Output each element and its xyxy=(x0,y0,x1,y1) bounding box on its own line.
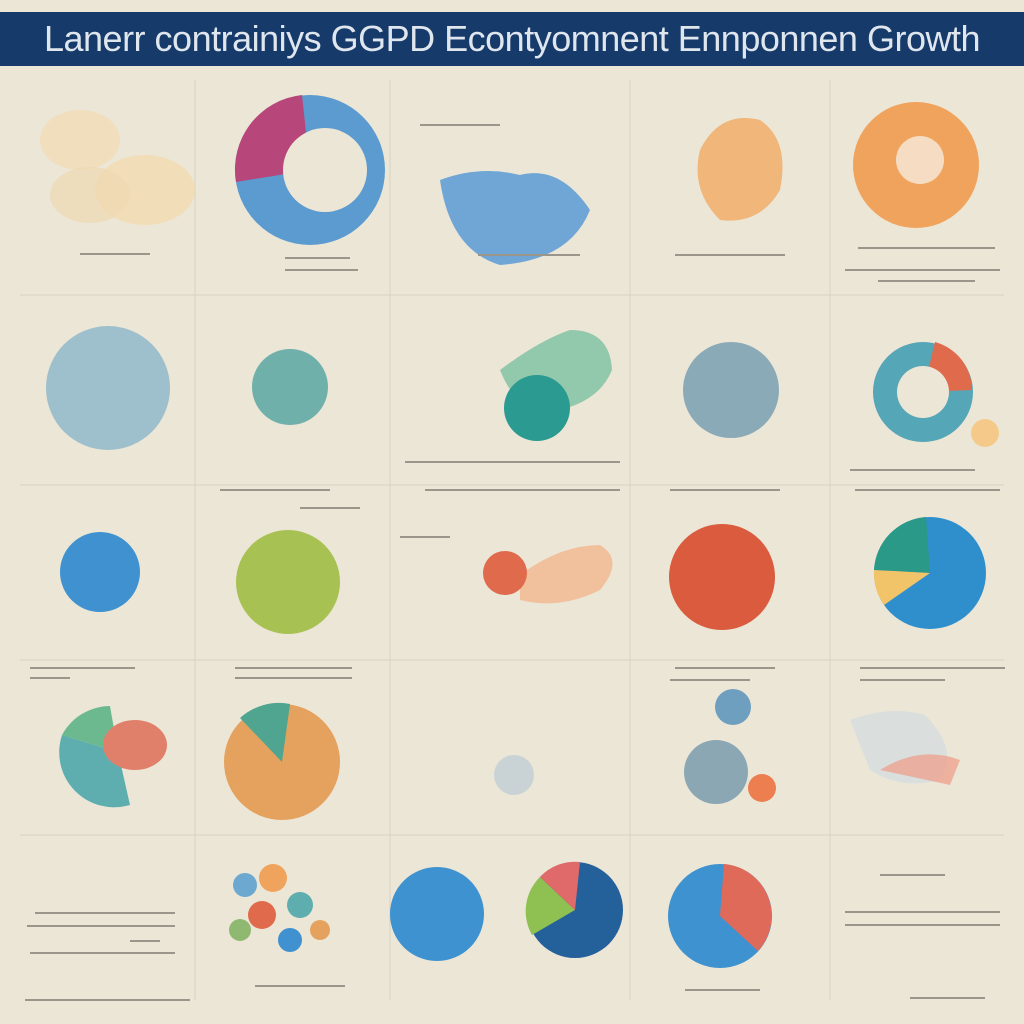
row-2 xyxy=(46,326,999,450)
row-1 xyxy=(40,95,979,265)
title-bar: Lanerr contrainiys GGPD Econtyomnent Enn… xyxy=(0,12,1024,66)
illegible-text xyxy=(25,124,1005,1001)
title: Lanerr contrainiys GGPD Econtyomnent Enn… xyxy=(43,18,981,59)
row-3 xyxy=(60,517,986,634)
row-5 xyxy=(229,861,772,968)
row-4 xyxy=(59,689,960,820)
panel-grid xyxy=(20,80,1004,1000)
